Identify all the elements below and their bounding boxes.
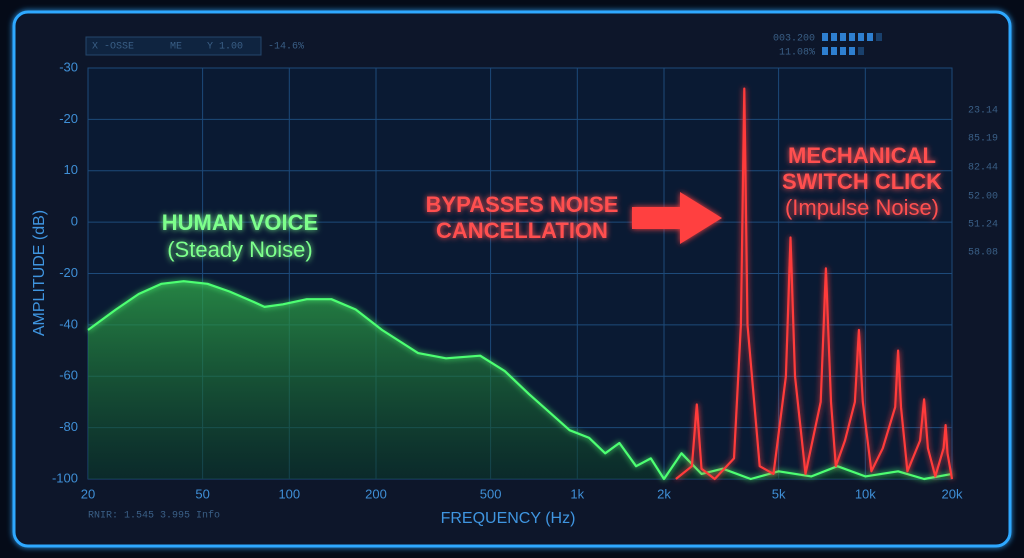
x-tick-label: 200: [365, 486, 387, 501]
y-tick-label: -100: [52, 470, 78, 485]
x-tick-label: 50: [195, 486, 209, 501]
hud-text: 52.00: [968, 192, 998, 203]
x-tick-label: 1k: [570, 486, 584, 501]
hud-text: 23.14: [968, 106, 998, 117]
hud-text: X -OSSE: [92, 42, 134, 53]
y-tick-label: -60: [59, 368, 78, 383]
arrow: [632, 192, 722, 244]
area: [88, 281, 952, 479]
annotation: MECHANICAL: [788, 143, 936, 168]
bypass-annotation: BYPASSES NOISE CANCELLATION: [426, 192, 619, 243]
y-tick-label: -20: [59, 111, 78, 126]
hud-text: -14.6%: [268, 42, 304, 53]
hud-box: [85, 36, 262, 56]
y-tick-label: 10: [64, 162, 78, 177]
annotation: SWITCH CLICK: [782, 169, 942, 194]
x-tick-label: 2k: [657, 486, 671, 501]
y-tick-label: -80: [59, 419, 78, 434]
y-tick-label: -30: [59, 59, 78, 74]
x-tick-label: 5k: [772, 486, 786, 501]
line: [675, 87, 954, 481]
hud-text: Y 1.00: [207, 42, 243, 53]
x-tick-label: 20: [81, 486, 95, 501]
hud-text: 003.200: [773, 34, 815, 45]
y-tick-label: -40: [59, 316, 78, 331]
hud-text: 51.24: [968, 220, 998, 231]
x-tick-label: 100: [278, 486, 300, 501]
annotation: BYPASSES NOISE: [426, 192, 619, 217]
x-tick-label: 500: [480, 486, 502, 501]
annotation: (Steady Noise): [167, 237, 313, 262]
hud-text: 82.44: [968, 163, 998, 174]
hud-text: 11.08%: [779, 48, 815, 59]
voice-annotation: HUMAN VOICE (Steady Noise): [162, 210, 318, 262]
click-annotation: MECHANICAL SWITCH CLICK (Impulse Noise): [782, 143, 942, 220]
annotation: HUMAN VOICE: [162, 210, 318, 235]
y-tick-label: -20: [59, 265, 78, 280]
x-tick-label: 20k: [942, 486, 963, 501]
annotation: (Impulse Noise): [785, 195, 939, 220]
annotation: CANCELLATION: [436, 218, 608, 243]
hud-text: RNIR: 1.545 3.995 Info: [88, 510, 220, 522]
hud-text: ME: [170, 42, 182, 53]
y-axis-title: AMPLITUDE (dB): [31, 210, 48, 336]
hud-text: 85.19: [968, 134, 998, 145]
hud-text: 58.08: [968, 248, 998, 259]
y-tick-label: 0: [71, 214, 78, 229]
x-tick-label: 10k: [855, 486, 876, 501]
hud-meter: [822, 33, 882, 55]
x-axis-title: FREQUENCY (Hz): [441, 510, 576, 527]
